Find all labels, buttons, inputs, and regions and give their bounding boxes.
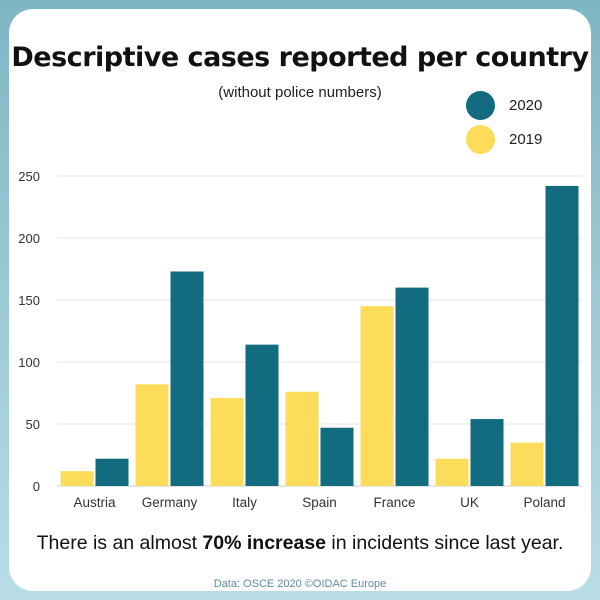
bar-2019-austria	[60, 471, 94, 486]
y-tick-label: 50	[26, 417, 40, 432]
x-tick-label: Italy	[232, 495, 257, 510]
bar-2019-france	[360, 306, 394, 486]
bar-2020-spain	[320, 427, 354, 486]
chart-subtitle: (without police numbers)	[218, 84, 382, 101]
legend-label-2019: 2019	[509, 131, 543, 148]
chart-title: Descriptive cases reported per country	[11, 42, 589, 73]
bar-2019-germany	[135, 384, 169, 486]
legend-label-2020: 2020	[509, 97, 543, 114]
x-tick-label: France	[373, 495, 415, 510]
footnote-highlight: 70% increase	[202, 532, 327, 554]
bar-2019-italy	[210, 397, 244, 486]
bar-2020-france	[395, 287, 429, 486]
bar-2020-germany	[170, 271, 204, 486]
source-note: Data: OSCE 2020 ©OIDAC Europe	[213, 578, 387, 590]
bar-2020-italy	[245, 344, 279, 486]
y-tick-label: 250	[18, 169, 40, 184]
legend-item-2019: 2019	[466, 125, 542, 154]
footnote-text-after: in incidents since last year.	[326, 532, 564, 554]
footnote-text-before: There is an almost	[36, 532, 203, 554]
x-tick-label: Germany	[142, 495, 198, 510]
legend-item-2020: 2020	[466, 91, 542, 120]
y-tick-label: 0	[33, 479, 40, 494]
x-tick-label: Austria	[73, 495, 116, 510]
x-tick-label: UK	[460, 495, 479, 510]
legend-swatch-2020	[466, 91, 495, 120]
y-tick-label: 150	[18, 293, 40, 308]
bar-2020-poland	[545, 185, 579, 487]
bar-2020-austria	[95, 458, 129, 486]
x-tick-label: Poland	[523, 495, 565, 510]
footnote: There is an almost 70% increase in incid…	[0, 532, 600, 555]
x-tick-label: Spain	[302, 495, 337, 510]
y-tick-label: 200	[18, 231, 40, 246]
bar-2019-spain	[285, 391, 319, 486]
bar-2019-poland	[510, 442, 544, 486]
bar-2019-uk	[435, 458, 469, 486]
y-tick-label: 100	[18, 355, 40, 370]
legend-swatch-2019	[466, 125, 495, 154]
bar-2020-uk	[470, 419, 504, 486]
